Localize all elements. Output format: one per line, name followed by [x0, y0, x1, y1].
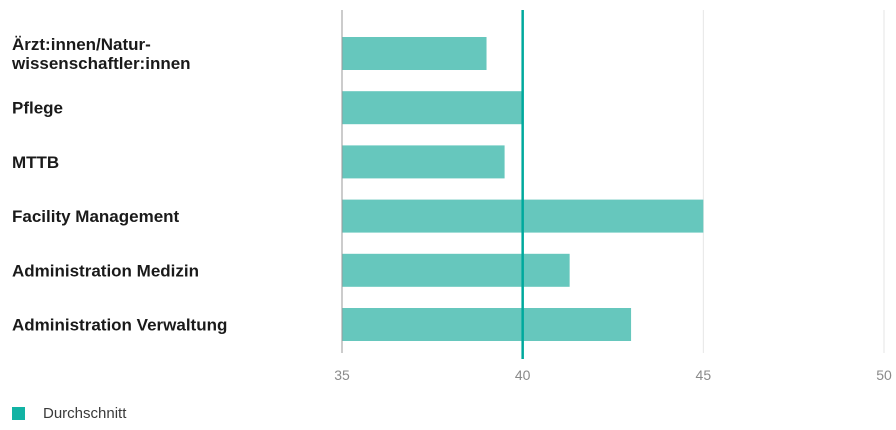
- legend: Durchschnitt: [12, 402, 126, 424]
- x-tick-label: 40: [515, 367, 531, 383]
- category-label: Facility Management: [12, 207, 180, 226]
- x-tick-label: 35: [334, 367, 350, 383]
- bar: [342, 91, 523, 125]
- legend-label: Durchschnitt: [43, 404, 127, 422]
- category-label-line: Ärzt:innen/Natur-: [12, 35, 151, 54]
- category-labels: Ärzt:innen/Natur-wissenschaftler:innen Pf…: [11, 35, 227, 335]
- bar: [342, 253, 570, 287]
- category-label: Administration Medizin: [12, 261, 199, 280]
- category-label: Pflege: [12, 99, 63, 118]
- category-label-line: Administration Medizin: [12, 261, 199, 280]
- category-label: MTTB: [12, 153, 59, 172]
- bar-chart: Ärzt:innen/Natur-wissenschaftler:innen Pf…: [11, 10, 892, 383]
- gridlines: [522, 10, 885, 353]
- x-tick-label: 50: [876, 367, 892, 383]
- bar: [342, 308, 632, 341]
- category-label-line: Facility Management: [12, 207, 180, 226]
- category-label-line: Pflege: [12, 99, 63, 118]
- bar: [342, 37, 487, 70]
- category-label-line: Administration Verwaltung: [12, 316, 227, 335]
- bar: [342, 145, 505, 179]
- category-label-line: MTTB: [12, 153, 59, 172]
- category-label-line: wissenschaftler:innen: [11, 54, 191, 73]
- x-tick-label: 45: [696, 367, 712, 383]
- legend-swatch: [12, 406, 25, 420]
- category-label: Administration Verwaltung: [12, 316, 227, 335]
- x-tick-labels: 35 40 45 50: [334, 367, 892, 383]
- category-label: Ärzt:innen/Natur-wissenschaftler:innen: [11, 35, 191, 73]
